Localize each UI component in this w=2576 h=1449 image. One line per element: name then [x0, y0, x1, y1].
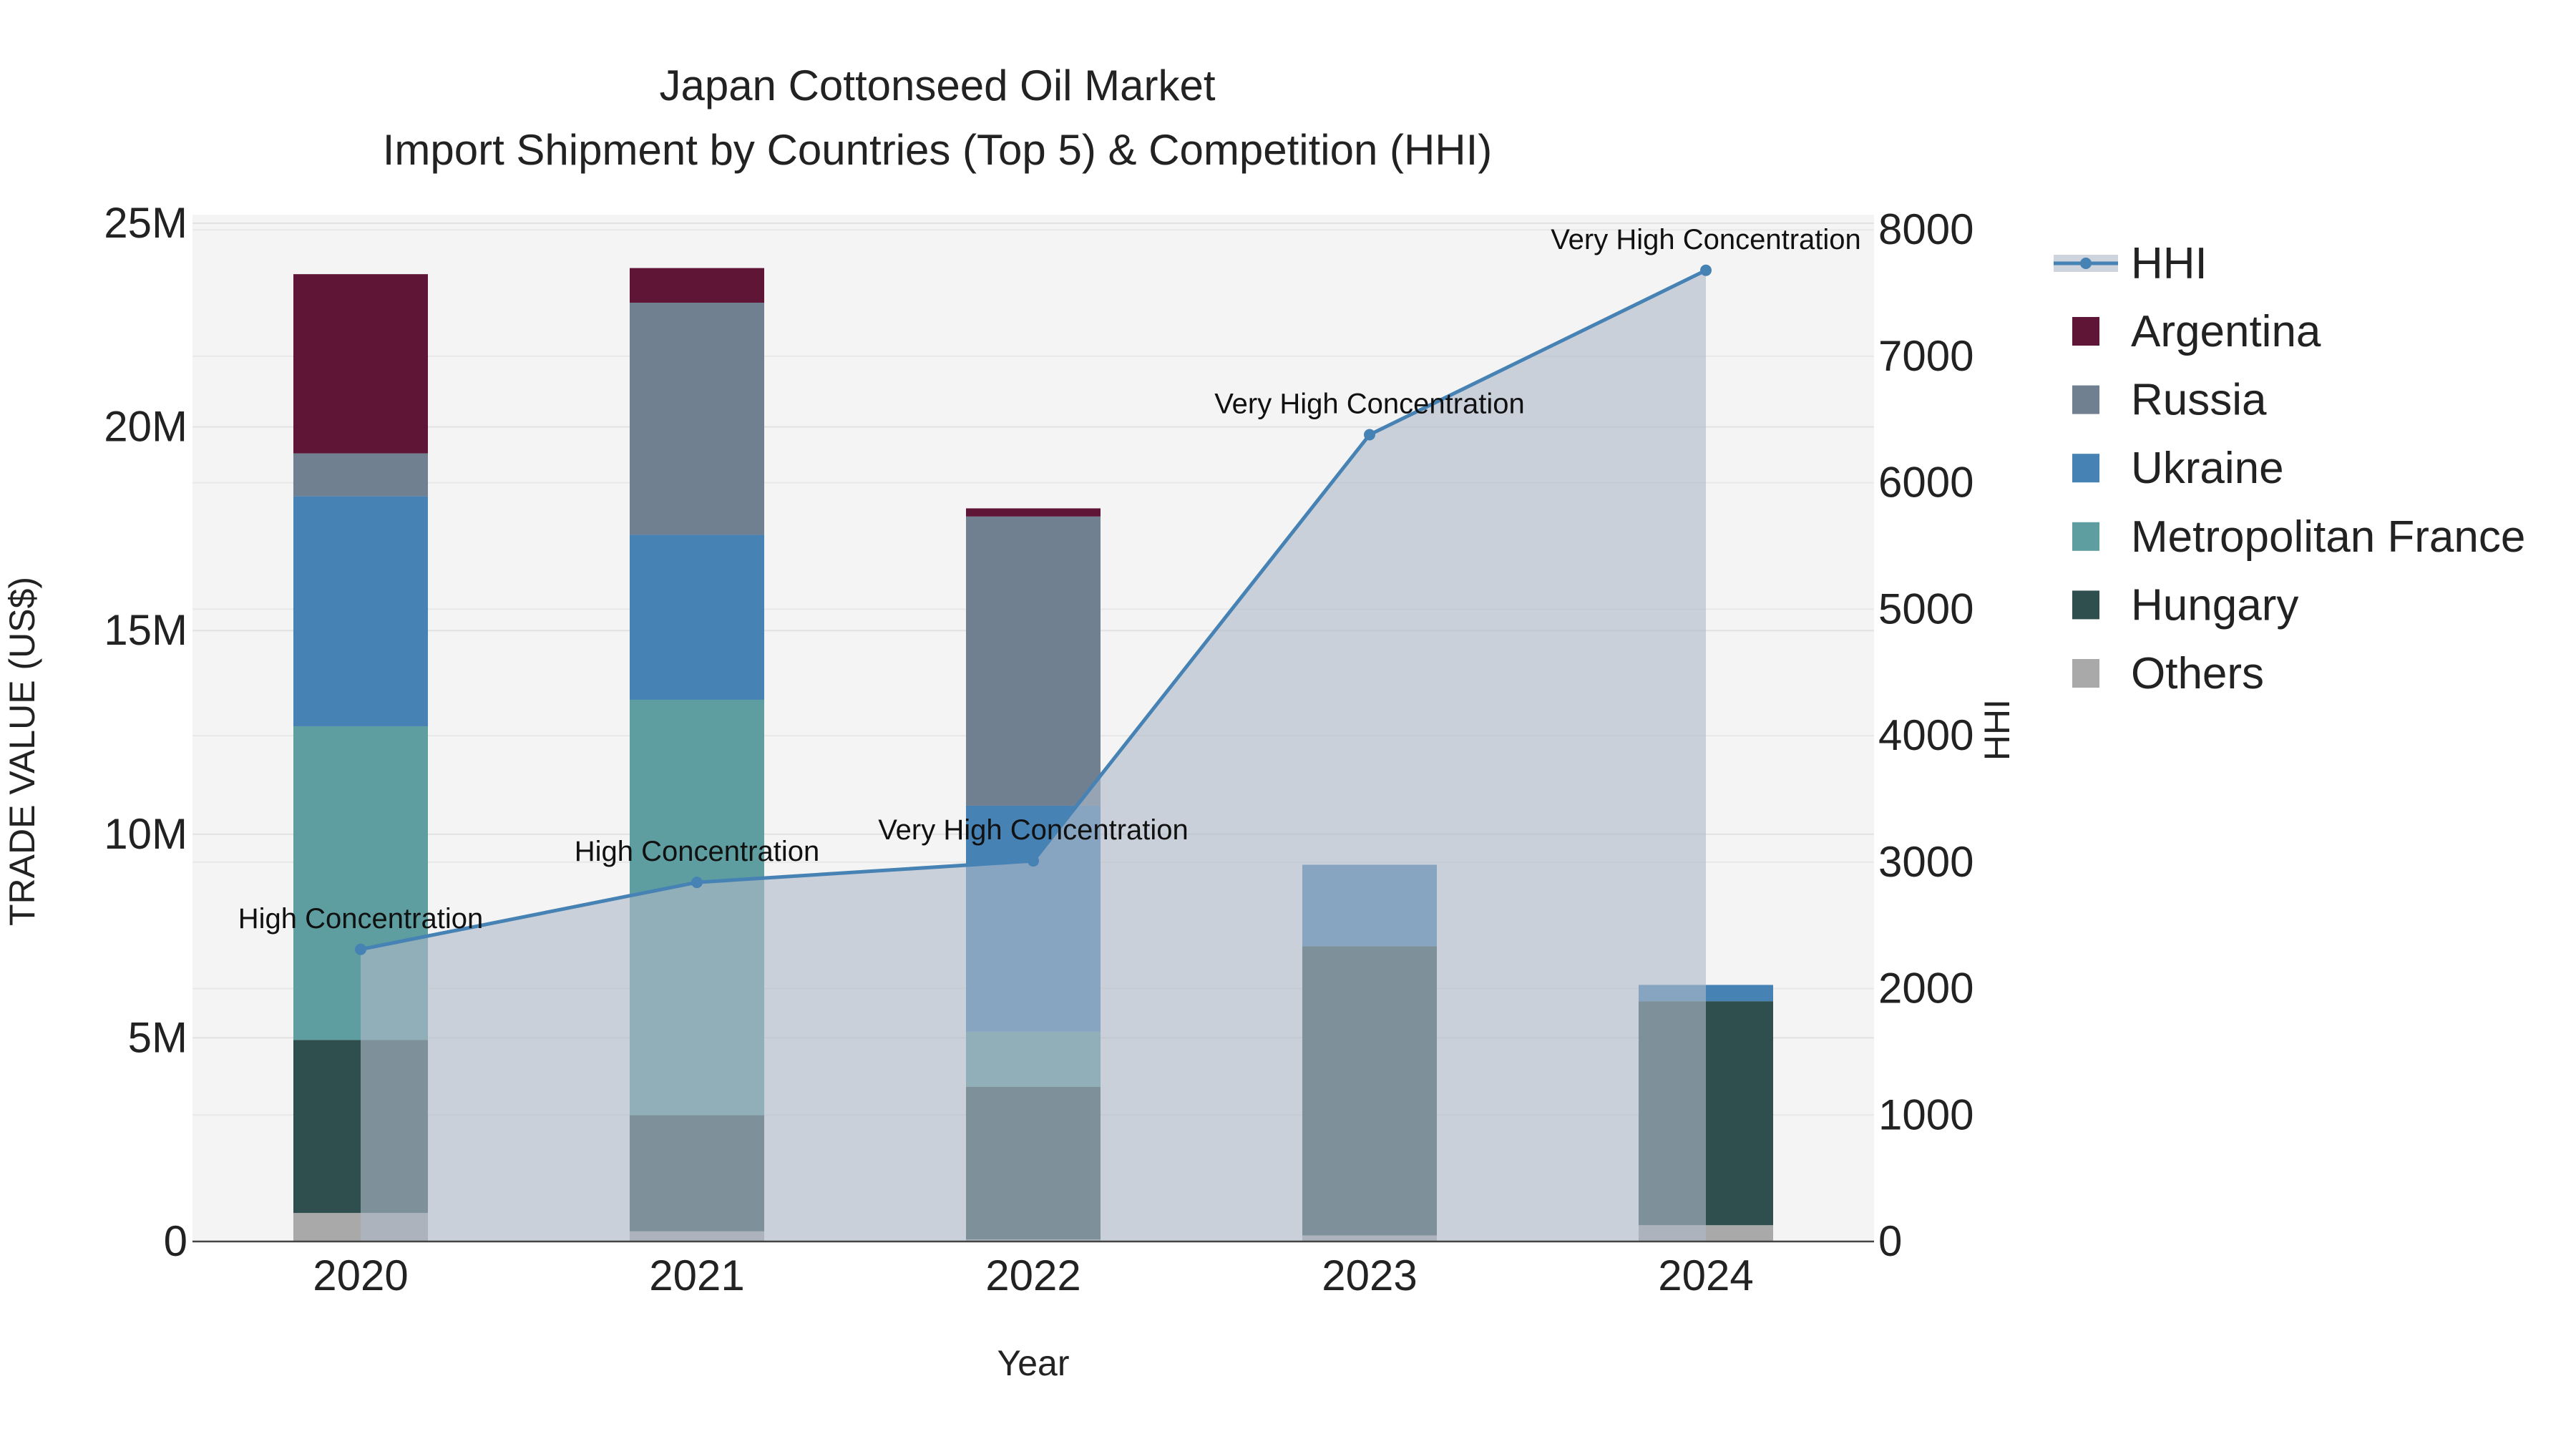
- hhi-point-2021: [691, 877, 703, 889]
- y-tick-label: 0: [164, 1217, 187, 1265]
- x-tick-label-2020: 2020: [313, 1252, 408, 1299]
- bar-ukraine-2021: [630, 535, 764, 700]
- x-tick-label-2024: 2024: [1658, 1252, 1753, 1299]
- y2-tick-label: 7000: [1878, 332, 1974, 380]
- legend-label-argentina: Argentina: [2131, 307, 2321, 356]
- hhi-layer: High Concentration High Concentration Very…: [238, 224, 1861, 1242]
- hhi-point-2022: [1028, 855, 1039, 867]
- hhi-annotation-2024: Very High Concentration: [1551, 224, 1861, 255]
- legend-swatch-others: [2072, 659, 2099, 688]
- y-tick-label: 5M: [128, 1013, 187, 1061]
- hhi-annotation-2021: High Concentration: [575, 836, 819, 867]
- hhi-point-2024: [1700, 264, 1712, 276]
- y2-tick-label: 8000: [1878, 205, 1974, 253]
- y2-tick-label: 3000: [1878, 838, 1974, 886]
- hhi-annotation-2020: High Concentration: [238, 903, 483, 935]
- y2-tick-label: 4000: [1878, 711, 1974, 759]
- legend-label-hungary: Hungary: [2131, 580, 2298, 630]
- x-tick-label-2023: 2023: [1322, 1252, 1417, 1299]
- bar-argentina-2020: [293, 274, 428, 454]
- hhi-annotation-2023: Very High Concentration: [1214, 389, 1525, 420]
- legend-swatch-argentina: [2072, 317, 2099, 346]
- bar-russia-2020: [293, 453, 428, 497]
- bar-russia-2022: [966, 516, 1101, 806]
- legend-swatch-russia: [2072, 385, 2099, 414]
- chart-title-line1: Japan Cottonseed Oil Market: [659, 62, 1215, 109]
- bar-russia-2021: [630, 302, 764, 535]
- y2-tick-label: 5000: [1878, 585, 1974, 633]
- x-axis-ticks: 2020 2021 2022 2023 2024: [313, 1252, 1753, 1299]
- legend-swatch-ukraine: [2072, 454, 2099, 483]
- legend-swatch-hungary: [2072, 590, 2099, 620]
- bar-argentina-2022: [966, 508, 1101, 517]
- hhi-point-2023: [1364, 429, 1375, 441]
- legend-label-russia: Russia: [2131, 376, 2267, 425]
- legend: HHI Argentina Russia Ukraine Metropolitan Fr…: [2054, 239, 2525, 698]
- x-tick-label-2022: 2022: [985, 1252, 1080, 1299]
- legend-label-others: Others: [2131, 649, 2264, 698]
- legend-label-hhi: HHI: [2131, 239, 2207, 288]
- y2-axis-title: HHI: [1977, 699, 2017, 761]
- bar-ukraine-2020: [293, 496, 428, 726]
- y-axis-ticks: 0 5M 10M 15M 20M 25M: [104, 199, 187, 1265]
- chart-title-line2: Import Shipment by Countries (Top 5) & C…: [383, 126, 1493, 174]
- y-tick-label: 20M: [104, 403, 187, 451]
- y-tick-label: 10M: [104, 810, 187, 858]
- y2-tick-label: 6000: [1878, 459, 1974, 507]
- legend-swatch-hhi-marker: [2080, 258, 2092, 269]
- hhi-annotation-2022: Very High Concentration: [878, 814, 1189, 846]
- y-tick-label: 25M: [104, 199, 187, 247]
- y2-tick-label: 2000: [1878, 965, 1974, 1013]
- y-tick-label: 15M: [104, 606, 187, 654]
- x-axis-title: Year: [997, 1343, 1069, 1383]
- y2-axis-ticks: 0 1000 2000 3000 4000 5000 6000 7000 8000: [1878, 205, 1974, 1265]
- legend-label-ukraine: Ukraine: [2131, 444, 2284, 493]
- bar-argentina-2021: [630, 268, 764, 303]
- legend-label-metropolitan-france: Metropolitan France: [2131, 512, 2525, 562]
- y2-tick-label: 1000: [1878, 1091, 1974, 1138]
- hhi-area: [361, 270, 1706, 1242]
- legend-swatch-metropolitan-france: [2072, 522, 2099, 551]
- x-tick-label-2021: 2021: [649, 1252, 744, 1299]
- y-axis-title: TRADE VALUE (US$): [2, 577, 42, 926]
- hhi-point-2020: [355, 943, 366, 955]
- y2-tick-label: 0: [1878, 1217, 1902, 1265]
